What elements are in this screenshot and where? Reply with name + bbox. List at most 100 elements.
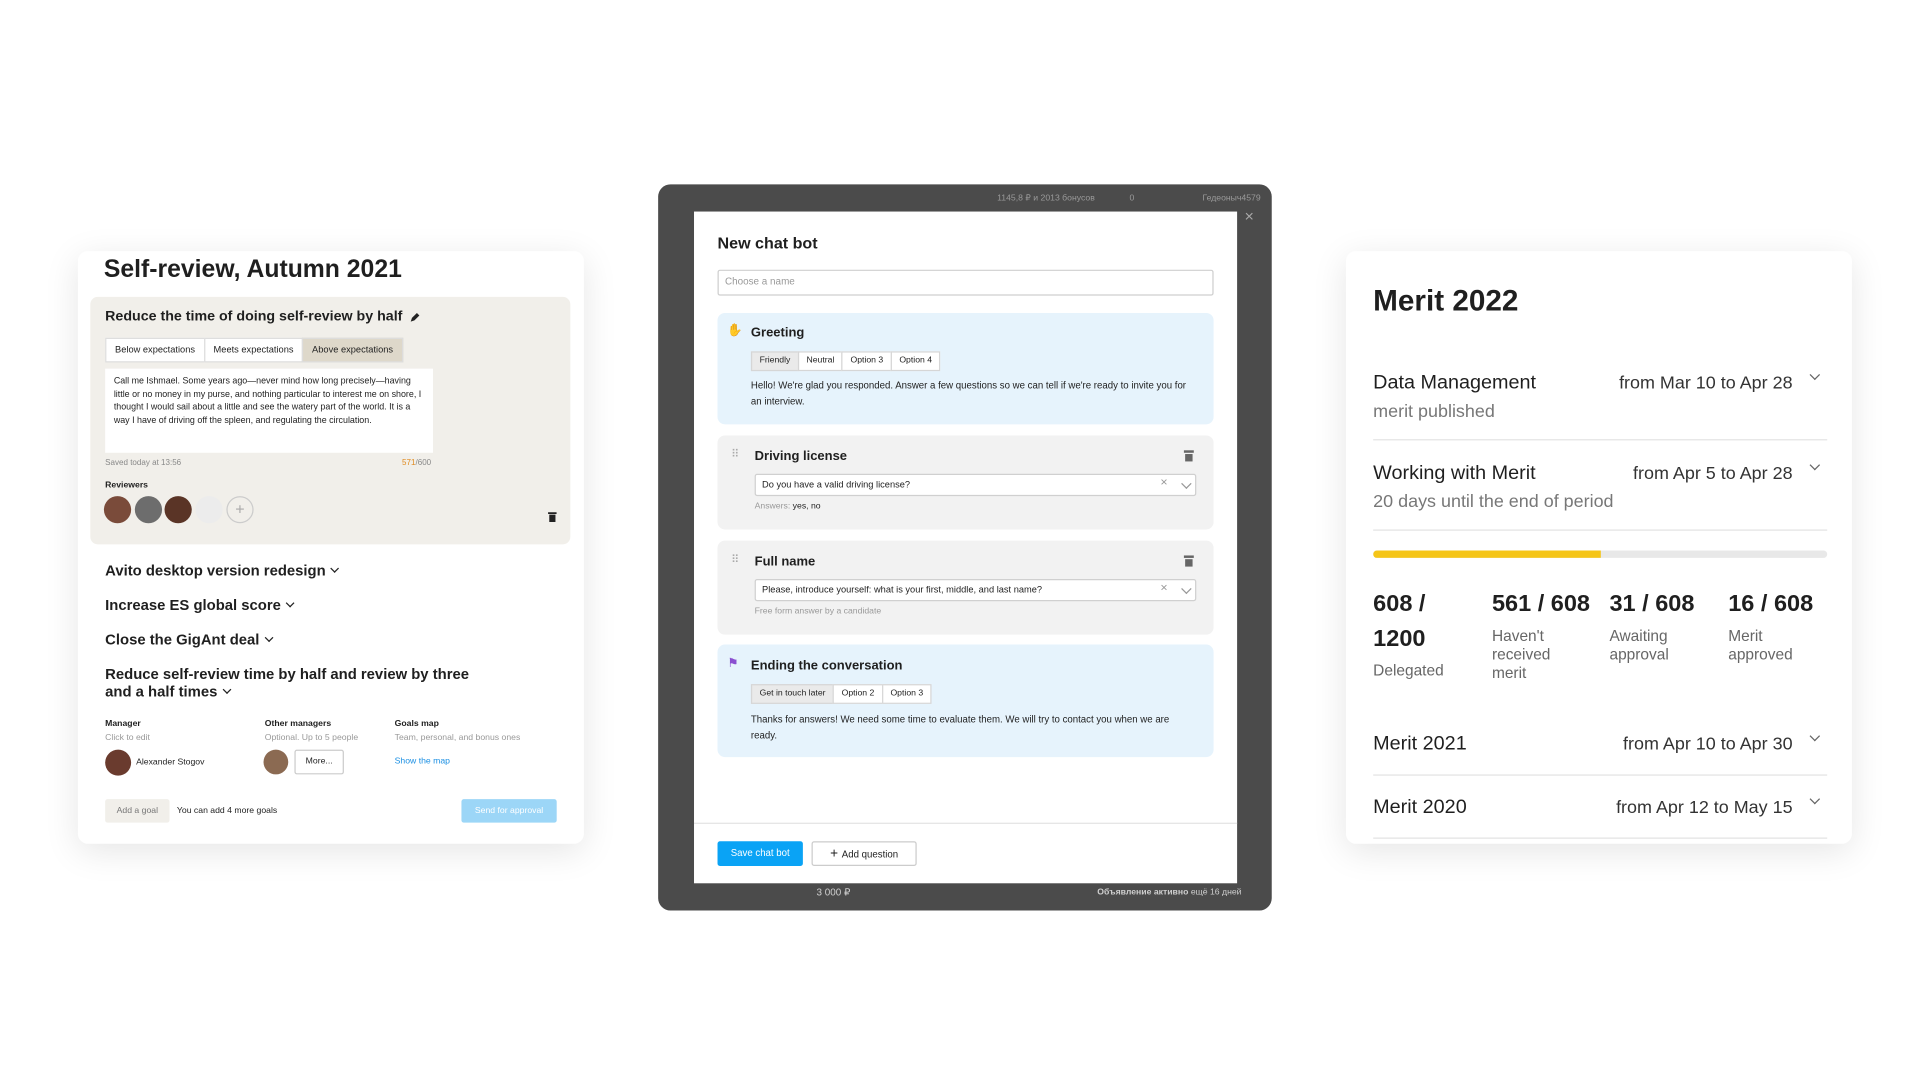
divider [1373,439,1828,441]
goal-title[interactable]: Reduce self-review time by half and revi… [105,666,476,701]
goal-title[interactable]: Avito desktop version redesign [105,562,476,579]
stat-label: Merit approved [1728,627,1793,664]
user-name[interactable]: Гедеоныч4579 [1202,194,1261,203]
char-limit: /600 [415,458,432,468]
dropdown-chevron[interactable] [1181,478,1192,489]
name-input[interactable] [717,269,1214,296]
add-question-button[interactable]: + Add question [811,841,917,866]
drag-handle[interactable]: ⠿ [731,447,739,461]
goal-text: Reduce self-review time by half and revi… [105,665,469,701]
option-tab[interactable]: Get in touch later [750,684,835,704]
manager-hint: Click to edit [105,733,150,743]
avatar[interactable] [195,496,223,524]
delete-icon[interactable] [1183,450,1194,461]
period-dates: from Apr 10 to Apr 30 [1623,734,1793,755]
stat-value: 31 / 608 [1609,591,1695,618]
delete-icon[interactable] [1183,555,1194,566]
messages-count: 0 [1129,194,1135,203]
rating-tab[interactable]: Above expectations [302,337,403,363]
reviewers-label: Reviewers [105,481,149,490]
balance: 1145,8 ₽ и 2013 бонусов [997,194,1095,203]
edit-icon[interactable] [409,312,420,323]
manager-avatar[interactable] [105,749,132,776]
ending-icon: ⚑ [727,656,739,671]
stat-label: Delegated [1373,661,1444,680]
drag-handle[interactable]: ⠿ [731,552,739,566]
clear-icon[interactable]: × [1160,476,1168,490]
option-tab[interactable]: Option 4 [890,351,941,372]
question-input[interactable]: Do you have a valid driving license? × [754,473,1197,497]
delete-icon[interactable] [548,512,557,523]
avatar[interactable] [164,496,192,524]
period-name[interactable]: Merit 2020 [1373,796,1467,818]
rating-tab[interactable]: Below expectations [105,337,205,363]
question-hint: Free form answer by a candidate [754,607,882,617]
other-managers-label: Other managers [264,719,332,729]
goal-title[interactable]: Reduce the time of doing self-review by … [105,309,403,325]
send-button[interactable]: Send for approval [461,799,557,823]
goals-map-hint: Team, personal, and bonus ones [394,733,521,743]
stat-value: 561 / 608 [1491,591,1590,618]
option-tab[interactable]: Option 2 [832,684,884,704]
progress-track [1373,550,1828,558]
stat-value: 608 / 1200 [1373,591,1426,652]
option-tab[interactable]: Friendly [750,351,800,372]
more-button[interactable]: More... [294,749,344,775]
option-tab[interactable]: Option 3 [881,684,932,704]
clear-icon[interactable]: × [1160,581,1168,596]
avatar[interactable] [103,496,132,524]
show-map-link[interactable]: Show the map [394,757,450,766]
save-button[interactable]: Save chat bot [717,841,803,866]
saved-note: Saved today at 13:56 [105,458,182,468]
input-text: Do you have a valid driving license? [762,478,911,490]
chevron[interactable] [264,633,274,643]
chevron[interactable] [285,598,295,608]
input-text: Please, introduce yourself: what is your… [762,583,1043,596]
add-goal-button[interactable]: Add a goal [105,799,170,823]
divider [1373,774,1828,776]
period-status: 20 days until the end of period [1373,492,1614,513]
goal-text: Close the GigAnt deal [105,630,260,649]
stat-value: 16 / 608 [1728,591,1814,618]
avatar[interactable] [134,496,163,524]
option-tab[interactable]: Option 3 [841,351,892,372]
avatar[interactable] [263,749,289,775]
goal-title[interactable]: Close the GigAnt deal [105,631,476,648]
close-icon[interactable]: × [1244,206,1254,226]
name-placeholder: Choose a name [724,275,795,288]
goal-text[interactable]: Call me Ishmael. Some years ago—never mi… [105,368,433,453]
block-title: Ending the conversation [750,658,903,673]
chevron[interactable] [330,564,340,573]
divider [694,822,1238,824]
manager-name[interactable]: Alexander Stogov [136,758,205,768]
goal-text: Avito desktop version redesign [105,561,326,579]
dropdown-chevron[interactable] [1181,583,1192,595]
char-counter: 571/600 [402,458,432,468]
period-name[interactable]: Merit 2021 [1373,733,1467,755]
option-tab[interactable]: Neutral [797,351,844,372]
goal-title[interactable]: Increase ES global score [105,596,476,614]
bin-lid [1183,450,1194,453]
question-input[interactable]: Please, introduce yourself: what is your… [754,578,1197,602]
bg-status: Объявление активно ещё 16 дней [1097,888,1241,897]
progress-bar [1373,550,1601,558]
stat: 561 / 608 Haven't received merit [1492,588,1597,683]
bin-body [1185,453,1193,461]
period-dates: from Mar 10 to Apr 28 [1619,373,1793,394]
question-title: Driving license [754,449,848,464]
greeting-options: Friendly Neutral Option 3 Option 4 [750,351,941,372]
rating-tab[interactable]: Meets expectations [203,337,304,363]
ending-options: Get in touch later Option 2 Option 3 [750,684,932,704]
greeting-text: Hello! We're glad you responded. Answer … [750,379,1187,408]
goals-note: You can add 4 more goals [176,806,278,816]
ending-text: Thanks for answers! We need some time to… [750,713,1170,742]
divider [1373,529,1828,531]
modal-title: New chat bot [717,233,818,253]
period-name[interactable]: Data Management [1373,372,1537,394]
add-reviewer[interactable]: + [226,496,254,524]
period-name[interactable]: Working with Merit [1373,462,1536,484]
stat: 16 / 608 Merit approved [1728,588,1833,665]
chevron[interactable] [222,685,232,695]
bg-price: 3 000 ₽ [816,887,851,899]
